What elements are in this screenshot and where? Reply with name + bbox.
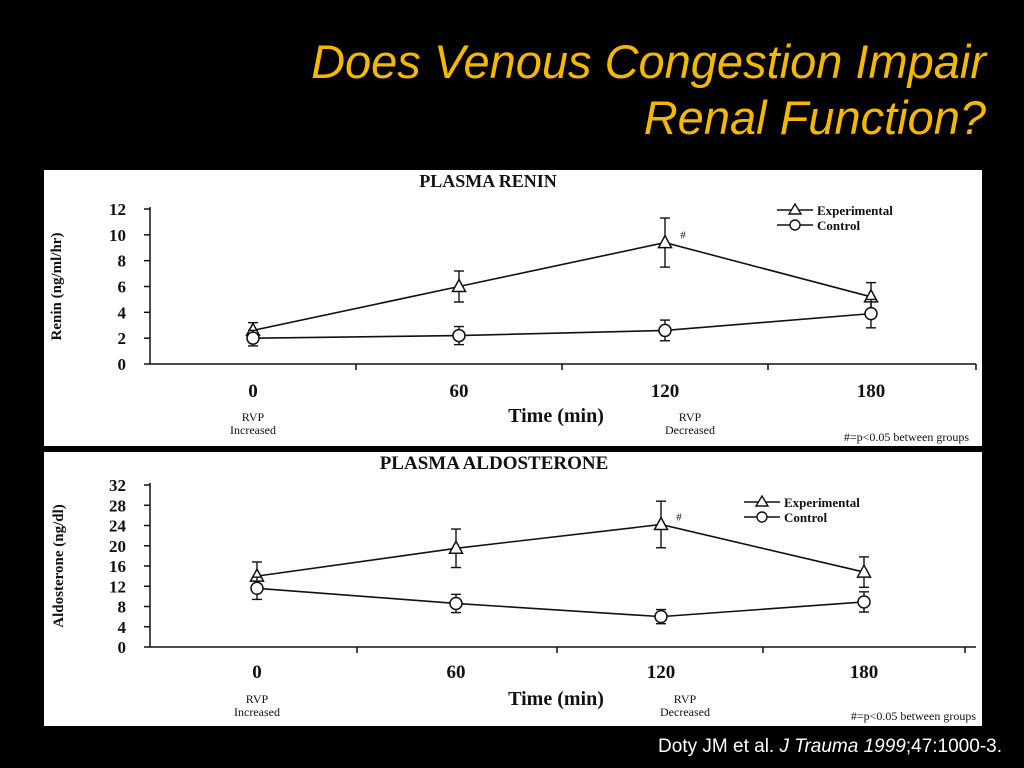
chart-title: PLASMA RENIN (419, 171, 557, 191)
legend-marker-circle (756, 511, 768, 523)
citation: Doty JM et al. J Trauma 1999;47:1000-3. (658, 736, 1002, 758)
citation-journal: J Trauma 1999 (779, 736, 906, 757)
legend-label-experimental: Experimental (817, 203, 893, 218)
series-line-experimental (252, 241, 872, 332)
series-line-control (252, 312, 872, 339)
data-point-circle (452, 328, 466, 343)
y-tick-label: 4 (118, 618, 127, 637)
data-point-circle (449, 596, 463, 611)
rvp-decreased-label: RVP (674, 692, 697, 706)
citation-volume-pages: ;47:1000-3. (905, 736, 1002, 757)
x-tick-label: 180 (850, 662, 879, 683)
x-axis-label: Time (min) (508, 688, 604, 710)
data-point-circle (857, 595, 871, 609)
data-point-triangle (451, 277, 467, 293)
data-point-circle (250, 581, 264, 596)
significance-footnote: #=p<0.05 between groups (851, 709, 977, 723)
data-point-triangle (657, 234, 673, 249)
y-tick-label: 4 (118, 303, 127, 322)
aldosterone-chart-panel: PLASMA ALDOSTERONE 0 4 8 12 16 20 24 28 32 Aldoste… (44, 452, 982, 726)
legend-label-experimental: Experimental (784, 495, 860, 510)
x-axis-label: Time (min) (508, 405, 604, 427)
x-tick-label: 60 (450, 381, 469, 402)
x-tick-label: 0 (252, 662, 262, 683)
legend-label-control: Control (784, 510, 827, 525)
aldosterone-chart: PLASMA ALDOSTERONE048121620242832Aldoste… (51, 453, 977, 723)
y-tick-label: 8 (118, 252, 127, 271)
rvp-increased-label: RVP (246, 692, 269, 706)
renin-chart-panel: PLASMA RENIN 0 2 4 6 8 10 12 Renin (ng/ml/hr) 0 60… (44, 170, 982, 446)
y-tick-label: 12 (109, 577, 126, 596)
series-line-experimental (256, 523, 865, 577)
rvp-increased-label: Increased (230, 423, 276, 437)
y-tick-label: 0 (118, 638, 127, 657)
significance-footnote: #=p<0.05 between groups (844, 430, 970, 444)
rvp-decreased-label: Decreased (665, 423, 715, 437)
slide-title: Does Venous Congestion Impair Renal Func… (86, 34, 986, 146)
legend-marker-triangle (787, 202, 803, 215)
y-tick-label: 24 (109, 517, 127, 536)
legend-marker-circle (789, 219, 801, 231)
y-axis-label: Aldosterone (ng/dl) (51, 504, 67, 627)
rvp-increased-label: Increased (234, 705, 280, 719)
chart-title: PLASMA ALDOSTERONE (380, 453, 609, 474)
y-axis-label: Renin (ng/ml/hr) (49, 233, 65, 341)
x-tick-label: 120 (647, 662, 676, 683)
y-tick-label: 10 (109, 226, 126, 245)
data-point-triangle (448, 539, 464, 555)
y-tick-label: 16 (109, 557, 126, 576)
rvp-decreased-label: Decreased (660, 705, 710, 719)
x-tick-label: 180 (857, 381, 886, 402)
y-tick-label: 0 (118, 355, 127, 374)
y-tick-label: 28 (109, 496, 126, 515)
significance-mark: # (680, 230, 686, 242)
x-tick-label: 60 (447, 662, 466, 683)
series-line-control (256, 587, 865, 618)
data-point-triangle (653, 515, 669, 531)
citation-authors: Doty JM et al. (658, 736, 780, 757)
y-tick-label: 6 (118, 278, 127, 297)
rvp-increased-label: RVP (242, 410, 265, 424)
slide-title-line-2: Renal Function? (643, 91, 986, 144)
y-tick-label: 12 (109, 200, 126, 219)
significance-mark: # (676, 511, 682, 523)
legend-marker-triangle (754, 494, 770, 507)
data-point-circle (864, 306, 878, 321)
data-point-circle (246, 331, 260, 345)
y-tick-label: 32 (109, 476, 126, 495)
rvp-decreased-label: RVP (679, 410, 702, 424)
slide-title-line-1: Does Venous Congestion Impair (311, 35, 986, 88)
y-tick-label: 8 (118, 598, 127, 617)
y-tick-label: 2 (118, 329, 127, 348)
data-point-circle (658, 323, 672, 338)
legend-label-control: Control (817, 218, 860, 233)
y-tick-label: 20 (109, 537, 126, 556)
x-tick-label: 120 (651, 381, 680, 402)
data-point-circle (654, 609, 668, 624)
renin-chart: PLASMA RENIN 0 2 4 6 8 10 12 Renin (ng/ml/hr) 0 60… (49, 171, 977, 444)
data-point-triangle (856, 563, 872, 578)
x-tick-label: 0 (248, 381, 258, 402)
